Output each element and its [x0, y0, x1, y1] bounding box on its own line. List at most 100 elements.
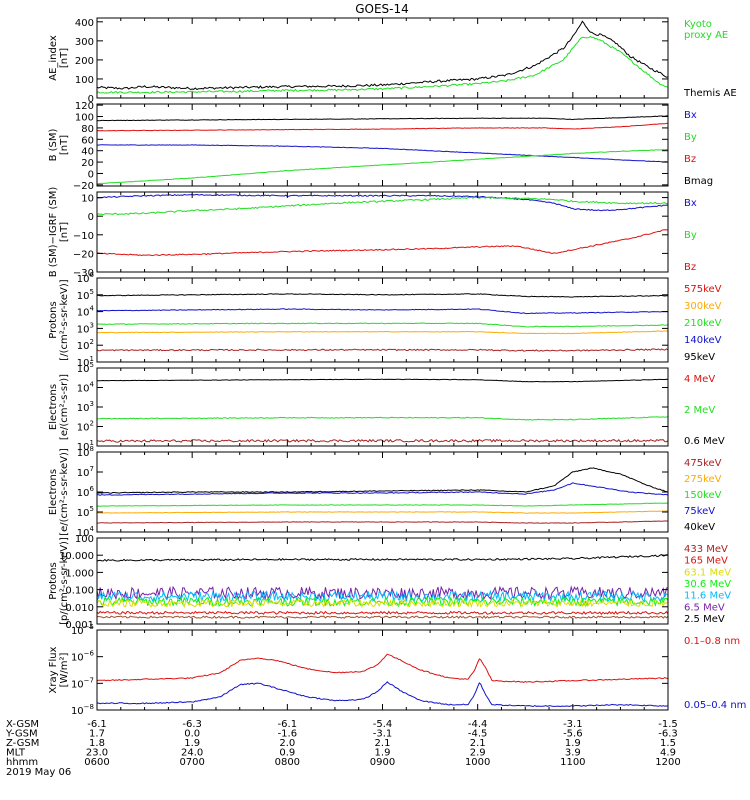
legend-entry: 210keV [684, 318, 722, 329]
legend-entry: 11.6 MeV [684, 591, 731, 602]
y-axis-label: [nT] [59, 48, 70, 68]
ephemeris-value: -3.1 [563, 719, 583, 730]
y-tick-label: 400 [75, 18, 94, 29]
y-tick-label: 10−7 [71, 676, 94, 690]
series-line-2-5-mev [97, 554, 668, 562]
series-line-433-mev [97, 615, 668, 619]
y-tick-label: −10 [73, 231, 94, 242]
y-axis-label: Protons [48, 301, 59, 338]
series-line-150kev [97, 502, 668, 507]
legend-entry: 300keV [684, 301, 722, 312]
series-line-300kev [97, 330, 668, 335]
ephemeris-value: 0600 [84, 757, 109, 768]
y-tick-label: 0.001 [65, 620, 94, 631]
y-tick-label: 101 [77, 355, 94, 369]
ephemeris-value: 0900 [370, 757, 395, 768]
y-tick-label: −20 [73, 181, 94, 192]
legend-entry: 6.5 MeV [684, 602, 725, 613]
series-line-bx [97, 144, 668, 163]
y-axis-label: AE_index [48, 35, 59, 81]
y-axis-label: Electrons [48, 384, 59, 430]
panel-5: 101 102 103 104 105 Electrons [e/(cm²-s-sr)] 4 … [48, 361, 725, 453]
y-tick-label: 106 [77, 271, 95, 285]
ephemeris-value: 1100 [560, 757, 585, 768]
ephemeris-value: -6.3 [182, 719, 202, 730]
y-tick-label: 104 [77, 525, 95, 539]
series-line-bz [97, 229, 668, 257]
legend-entry: 0.1–0.8 nm [684, 636, 740, 647]
y-tick-label: 105 [77, 505, 94, 519]
y-tick-label: 40 [81, 147, 94, 158]
panel-7-series [97, 554, 668, 619]
legend-entry: Bz [684, 262, 696, 273]
y-axis-label: [nT] [59, 135, 70, 155]
ephemeris-value: 3.9 [565, 748, 581, 759]
y-axis-label: Xray Flux [48, 646, 59, 693]
series-line-275kev [97, 510, 668, 514]
legend-entry: 475keV [684, 458, 722, 469]
legend-entry: 575keV [684, 284, 722, 295]
ephemeris-value: 2.0 [279, 738, 295, 749]
y-axis-label: B (SM) [48, 128, 59, 161]
ephemeris-value: 1200 [655, 757, 680, 768]
series-line-475kev [97, 520, 668, 524]
y-tick-label: 0.100 [65, 586, 94, 597]
y-axis-label: B (SM)−IGRF (SM) [48, 187, 59, 278]
y-tick-label: 10.000 [59, 551, 94, 562]
legend-entry: 0.05–0.4 nm [684, 700, 746, 711]
ephemeris-value: 1.9 [375, 748, 391, 759]
panel-3-frame [96, 191, 669, 273]
panel-8-series [97, 653, 668, 708]
ephemeris-value: 0700 [179, 757, 204, 768]
y-tick-label: 103 [77, 321, 94, 335]
ephemeris-table: X-GSM -6.1 -6.3 -6.1 -5.4 -4.4 -3.1 -1.5 Y-GSM 1.… [5, 719, 681, 768]
y-tick-label: 103 [77, 400, 94, 414]
y-tick-label: 104 [77, 305, 95, 319]
ephemeris-value: 1.5 [660, 738, 676, 749]
ephemeris-value: 0800 [275, 757, 300, 768]
legend-entry: Bz [684, 154, 696, 165]
series-line-165-mev [97, 610, 668, 615]
ephemeris-value: 0.0 [184, 729, 200, 740]
y-axis-label: [e/(cm²-s-sr-keV)] [59, 448, 70, 536]
y-axis-label: [W/m²] [59, 652, 70, 687]
ephemeris-value: 1000 [465, 757, 490, 768]
y-tick-label: 0.010 [65, 603, 94, 614]
ephemeris-value: 2.1 [470, 738, 486, 749]
legend-entry: 40keV [684, 522, 715, 533]
legend-entry: Kyoto [684, 19, 712, 30]
y-axis-label: [p/(cm²-s-sr-keV)] [59, 537, 70, 625]
y-axis-label: Electrons [48, 469, 59, 515]
ephemeris-value: -6.1 [87, 719, 107, 730]
legend-entry: 95keV [684, 352, 715, 363]
series-line-0-6-mev [97, 378, 668, 383]
series-line-by [97, 148, 668, 185]
legend-entry: Bx [684, 110, 697, 121]
series-line-63-1-mev [97, 597, 668, 609]
legend-entry: Bmag [684, 176, 713, 187]
ephemeris-value: 2.9 [470, 748, 486, 759]
series-line-11-6-mev [97, 589, 668, 604]
series-line-0-1-0-8-nm [97, 653, 668, 683]
panel-4-series [97, 293, 668, 352]
ephemeris-value: 2.1 [375, 738, 391, 749]
y-tick-label: 101 [77, 439, 94, 453]
y-tick-label: 300 [75, 37, 94, 48]
legend-entry: 433 MeV [684, 544, 728, 555]
panel-6: 104 105 106 107 108 Electrons [e/(cm²-s-sr-keV… [48, 445, 722, 539]
ephemeris-value: 1.8 [89, 738, 105, 749]
ephemeris-value: -3.1 [373, 729, 393, 740]
legend-entry: 63.1 MeV [684, 567, 731, 578]
plot-title: GOES-14 [355, 2, 409, 16]
ephemeris-value: -5.4 [373, 719, 393, 730]
y-tick-label: 105 [77, 288, 94, 302]
series-line-by [97, 196, 668, 216]
y-tick-label: 100 [75, 113, 94, 124]
ephemeris-value: 1.7 [89, 729, 105, 740]
series-line-75kev [97, 482, 668, 496]
ephemeris-row-label: MLT [6, 748, 26, 759]
y-tick-label: 0 [88, 212, 94, 223]
